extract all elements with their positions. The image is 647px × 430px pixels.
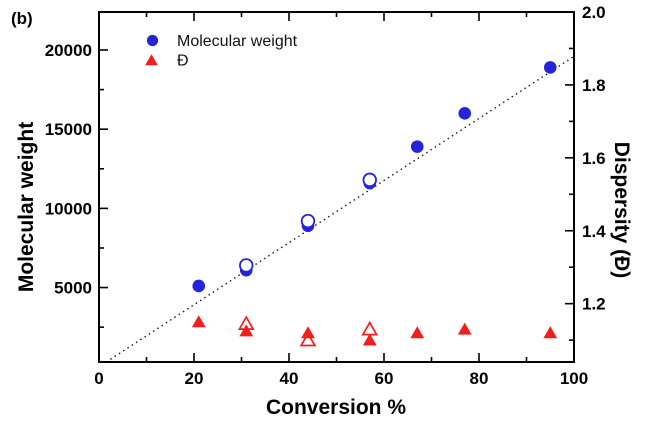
data-point-dispersity: [301, 326, 315, 339]
legend-marker-triangle-icon: [145, 54, 158, 66]
x-tick-label: 80: [470, 369, 489, 388]
data-point-dispersity: [362, 333, 377, 346]
x-tick-label: 40: [280, 369, 299, 388]
plot-border: [98, 11, 575, 363]
data-point-dispersity: [361, 320, 379, 336]
y-left-tick-label: 5000: [54, 279, 92, 298]
data-point-molecular-weight: [239, 258, 254, 273]
y-right-tick-label: 2.0: [582, 3, 606, 22]
y-left-tick-label: 20000: [45, 41, 92, 60]
y-right-axis-title: Dispersity (Đ): [610, 142, 633, 279]
data-point-molecular-weight: [300, 213, 316, 229]
data-point-dispersity: [543, 326, 558, 339]
y-right-tick-label: 1.2: [582, 295, 606, 314]
y-right-tick-label: 1.4: [582, 222, 606, 241]
x-tick-label: 100: [560, 369, 588, 388]
legend-marker-circle-icon: [146, 34, 159, 47]
x-axis-title: Conversion %: [266, 396, 406, 419]
data-point-molecular-weight: [362, 172, 377, 188]
legend-label-molecular-weight: Molecular weight: [177, 33, 298, 50]
data-point-dispersity: [239, 324, 254, 337]
y-left-axis-title: Molecular weight: [15, 122, 38, 292]
data-point-dispersity: [457, 322, 472, 335]
theoretical-mn-line: [105, 55, 575, 363]
data-point-dispersity: [410, 326, 425, 339]
y-right-tick-label: 1.6: [582, 149, 606, 168]
data-point-dispersity: [299, 331, 317, 347]
data-point-dispersity: [191, 315, 206, 328]
data-point-molecular-weight: [192, 279, 206, 293]
x-tick-label: 20: [185, 369, 204, 388]
data-point-molecular-weight: [410, 140, 424, 153]
x-tick-label: 0: [94, 369, 103, 388]
legend: Molecular weight Đ: [145, 33, 298, 70]
y-right-tick-label: 1.8: [582, 76, 606, 95]
x-tick-label: 60: [375, 369, 394, 388]
panel-label: (b): [11, 9, 33, 28]
data-point-molecular-weight: [458, 107, 472, 120]
legend-label-dispersity: Đ: [177, 53, 189, 70]
y-left-tick-label: 15000: [45, 120, 92, 139]
y-left-tick-label: 10000: [45, 199, 92, 218]
plot-area: 0 20 40 60 80 100 5000 10000 15000 20000 1.2 1.4 1.6…: [45, 3, 606, 388]
data-point-molecular-weight: [543, 61, 557, 74]
